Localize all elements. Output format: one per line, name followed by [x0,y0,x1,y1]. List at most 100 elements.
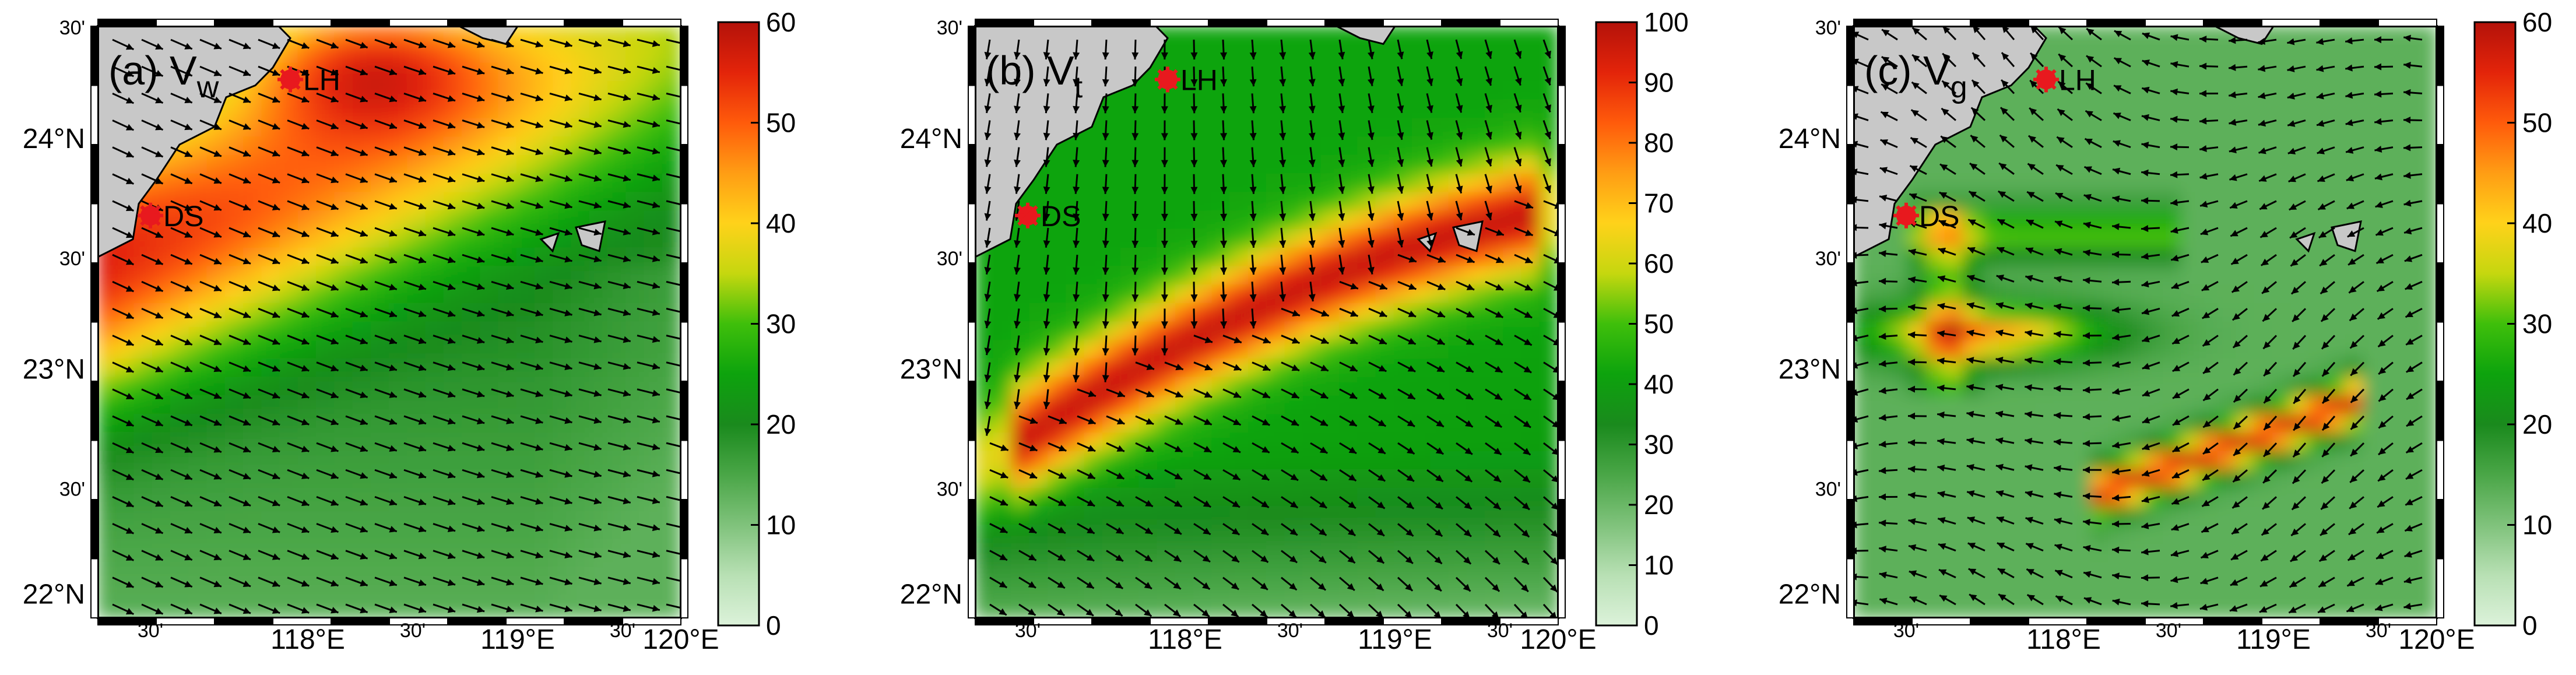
heat-cell [993,358,1013,378]
vector-arrow [1077,415,1097,425]
vector-arrow [2027,135,2044,148]
vector-arrow [199,173,222,184]
heat-cell [1229,487,1249,508]
heat-cell [1229,228,1249,249]
vector-arrow [229,603,251,614]
heat-cell [2327,155,2346,175]
heat-cell [2126,321,2146,342]
heat-cell [462,599,482,618]
heat-cell [1539,358,1558,378]
heat-cell [279,340,299,360]
vector-arrow [2406,415,2423,427]
colorbar-tick-label: 20 [766,409,796,440]
heat-cell [1926,228,1946,249]
heat-cell [2108,173,2128,194]
heat-cell [2035,395,2055,416]
vector-arrow [1281,415,1299,427]
vector-arrow [2404,523,2423,532]
heat-cell [2090,26,2110,45]
vector-arrow [2318,227,2335,239]
vector-arrow [2316,119,2335,127]
heat-cell [662,340,681,360]
heat-cell [1944,228,1964,249]
vector-arrow [2263,388,2278,404]
vector-arrow [462,146,485,156]
vector-arrow [287,119,310,130]
vector-arrow [1252,496,1270,508]
vector-arrow [2029,107,2044,121]
heat-cell [1889,303,1909,323]
vector-arrow [1995,410,2015,418]
vector-arrow [1131,93,1139,114]
heat-cell [1393,303,1413,323]
heat-cell [2254,469,2273,489]
heat-cell [370,432,390,452]
heat-cell [993,284,1013,304]
vector-arrow [345,415,368,426]
heat-cell [993,340,1013,360]
vector-arrow [1907,358,1927,366]
heat-cell [115,451,135,471]
vector-arrow [2199,117,2219,125]
vector-arrow [1456,227,1475,236]
vector-arrow [1879,546,1898,553]
station-ds: DS [138,200,203,233]
heat-cell [152,525,171,545]
vector-arrow [2378,388,2394,402]
vector-arrow [1252,361,1271,371]
vector-arrow [1102,335,1109,356]
vector-arrow [1542,576,1558,593]
heat-cell [1229,506,1249,526]
vector-arrow [1281,523,1298,536]
colorbar-tick-label: 20 [2522,409,2552,440]
heat-cell [1907,340,1927,360]
heat-cell [425,395,445,416]
heat-cell [1193,340,1213,360]
heat-cell [2072,469,2092,489]
heat-cell [2090,451,2110,471]
heat-cell [98,451,117,471]
vector-arrow [345,523,368,533]
heat-cell [1926,525,1946,545]
vector-arrow [2403,227,2423,235]
heat-cell [2199,99,2219,119]
vector-arrow [1971,52,1986,68]
heat-cell [1120,228,1140,249]
vector-arrow [1014,174,1021,194]
heat-cell [370,210,390,230]
vector-arrow [1193,361,1213,371]
heat-cell [279,395,299,416]
vector-arrow [170,92,193,104]
heat-cell [279,451,299,471]
heat-cell [2254,44,2273,64]
vector-arrow [549,442,572,451]
heat-cell [2417,26,2437,45]
vector-arrow [1339,415,1358,427]
heat-cell [1229,26,1249,45]
heat-cell [535,340,554,360]
heat-cell [2290,377,2310,397]
vector-arrow [2029,52,2044,68]
heat-cell [2163,580,2183,600]
heat-cell [1084,247,1104,268]
heat-cell [1302,340,1322,360]
vector-arrow [1308,174,1316,194]
heat-cell [316,395,336,416]
vector-arrow [607,227,631,235]
vector-arrow [2141,252,2160,260]
vector-arrow [287,603,310,614]
heat-cell [2381,599,2401,618]
vector-arrow [2321,361,2336,377]
vector-arrow [1485,227,1505,236]
heat-cell [2254,155,2273,175]
vector-arrow [1102,255,1109,275]
vector-arrow [199,38,222,50]
heat-cell [2017,266,2037,286]
vector-arrow [1135,442,1154,453]
heat-cell [224,340,244,360]
vector-arrow [1907,385,1927,393]
vector-arrow [403,335,427,344]
vector-arrow [491,146,514,156]
vector-arrow [2228,37,2248,44]
vector-arrow [1043,39,1050,60]
